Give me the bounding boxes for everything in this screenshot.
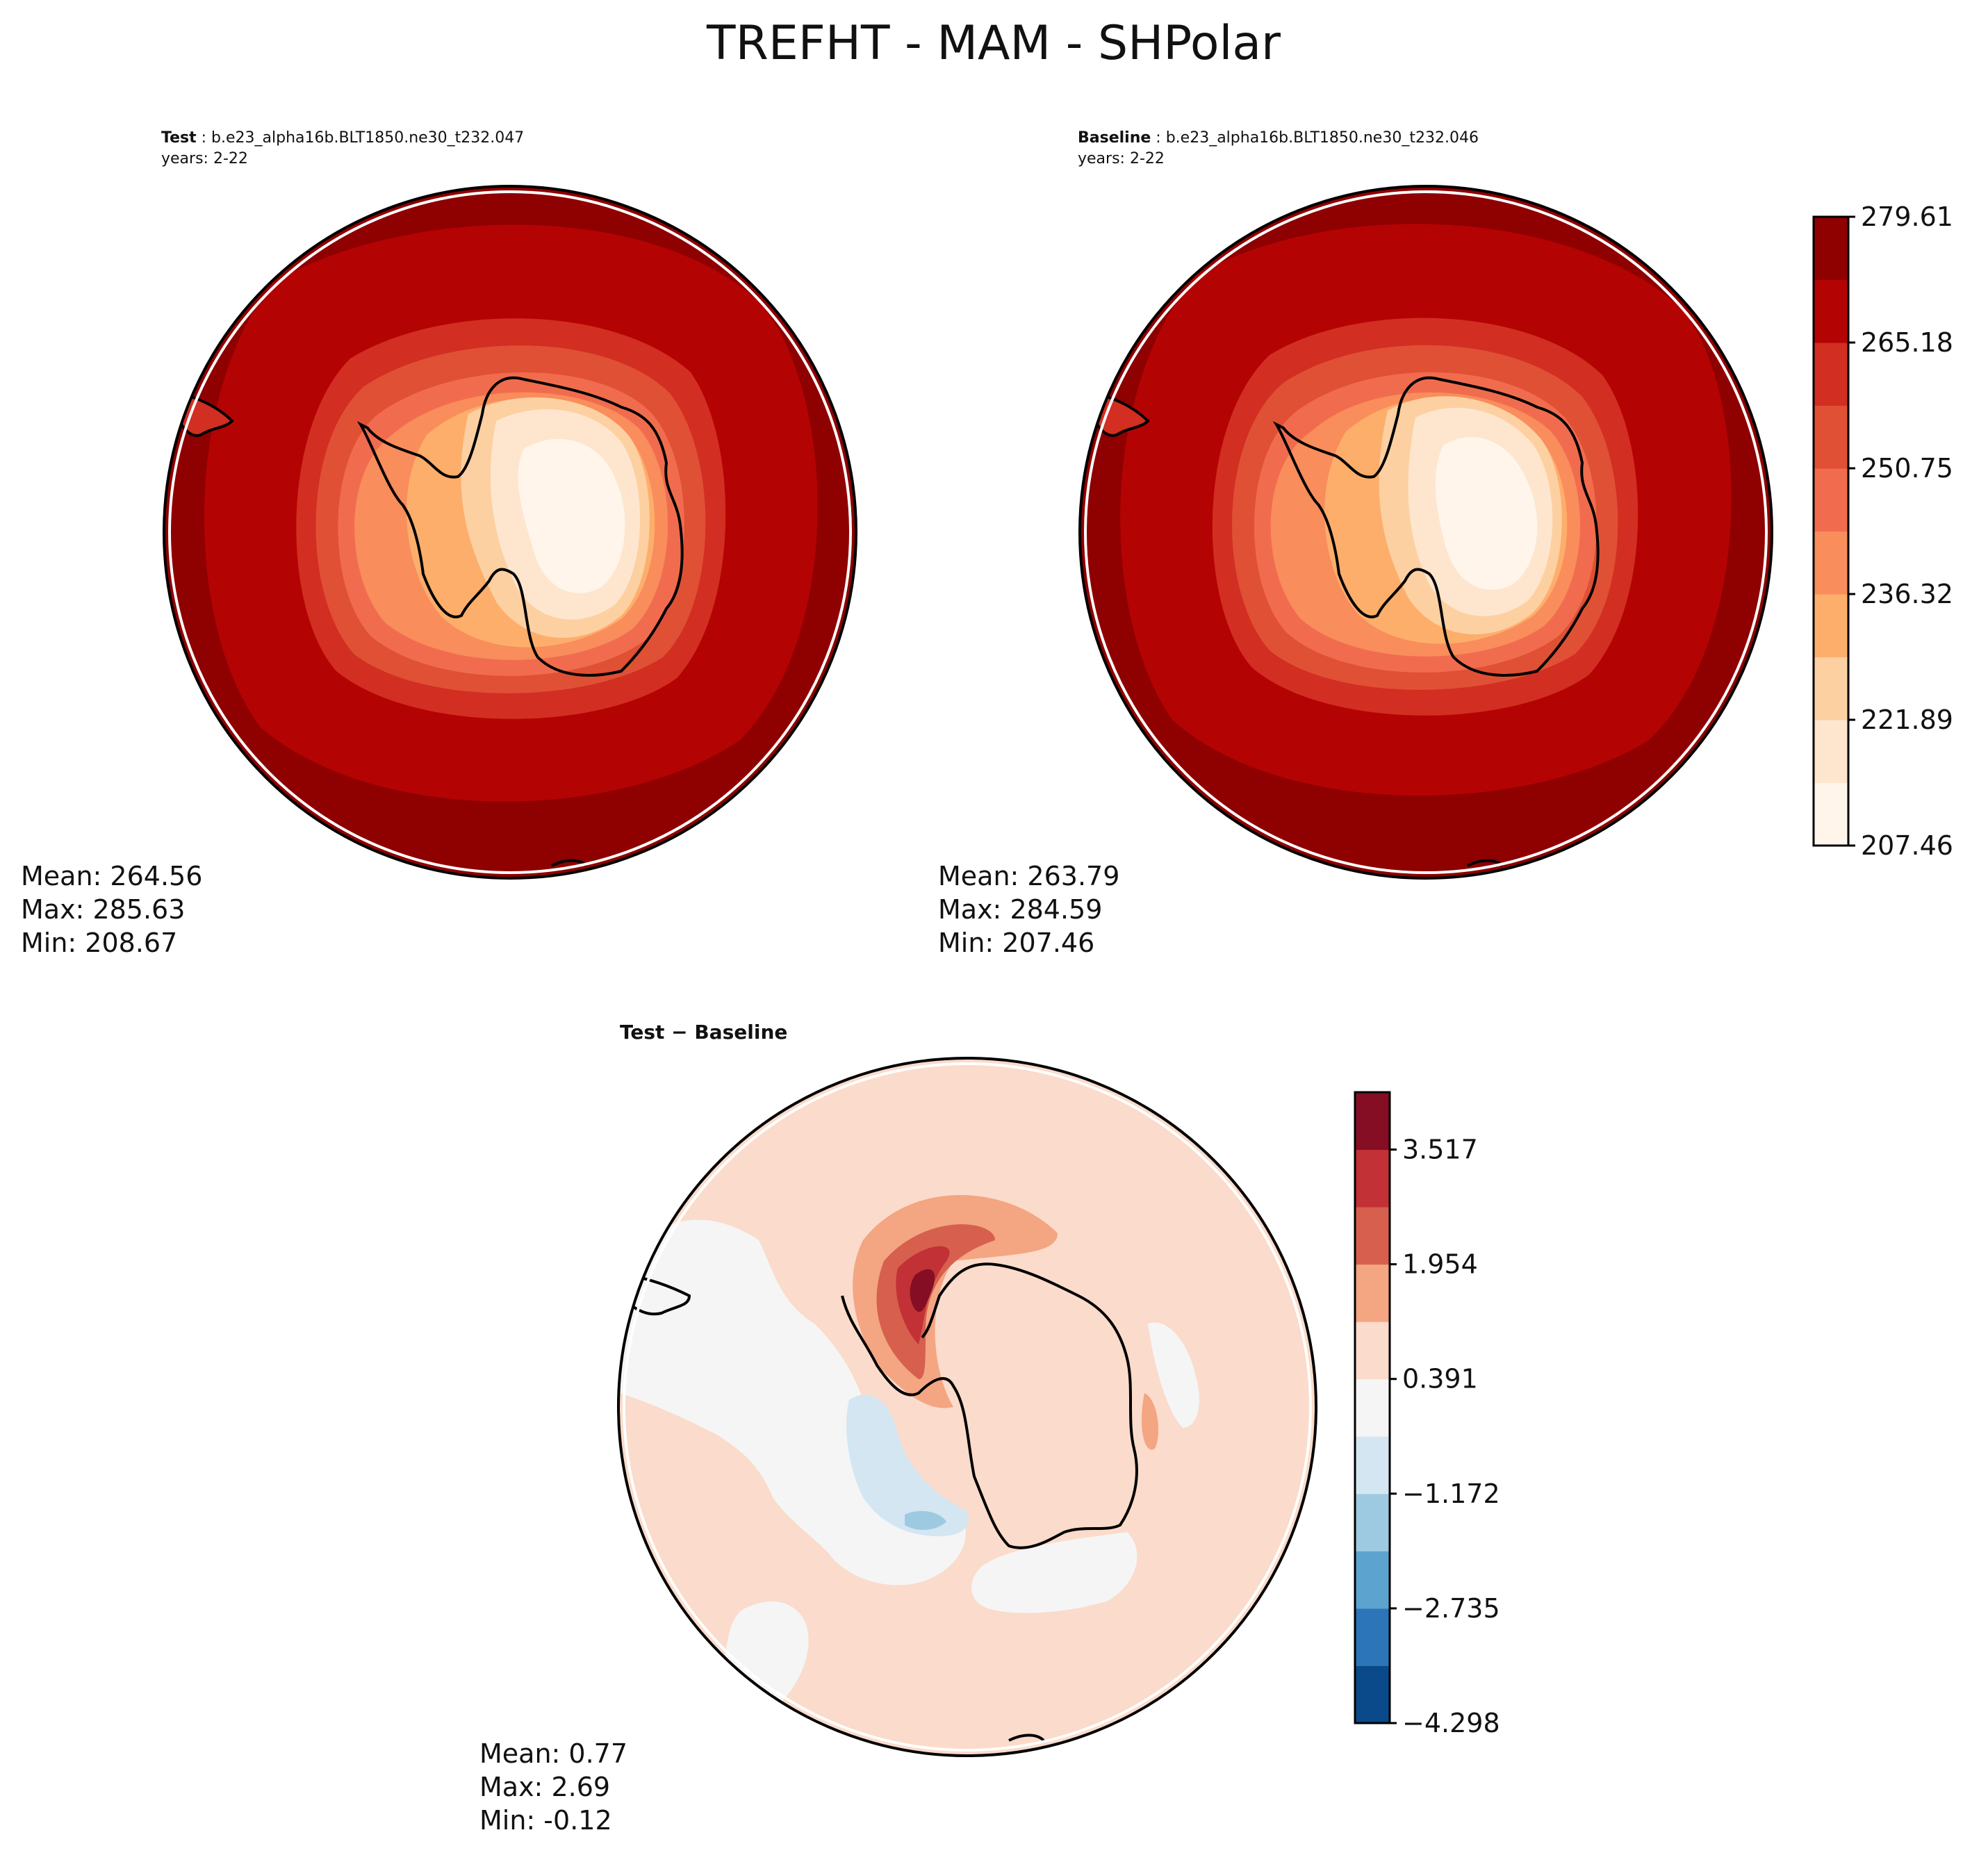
diff-neutral-region-east xyxy=(1148,1322,1199,1428)
baseline-max: Max: 284.59 xyxy=(938,894,1102,925)
colorbar-diff-swatch xyxy=(1355,1207,1390,1265)
figure-title: TREFHT - MAM - SHPolar xyxy=(706,16,1281,71)
colorbar-main-swatch xyxy=(1814,343,1848,406)
colorbar-diff-tick-label: 3.517 xyxy=(1402,1135,1478,1165)
diff-map-border xyxy=(617,1057,1317,1757)
colorbar-main-swatch xyxy=(1814,468,1848,532)
colorbar-main-tick-label: 221.89 xyxy=(1861,705,1953,735)
baseline-panel-header: Baseline : b.e23_alpha16b.BLT1850.ne30_t… xyxy=(1078,129,1479,147)
test-case-name: b.e23_alpha16b.BLT1850.ne30_t232.047 xyxy=(211,129,524,147)
colorbar-main-tick-label: 236.32 xyxy=(1861,579,1953,609)
baseline-label: Baseline xyxy=(1078,129,1151,147)
colorbar-diff-swatch xyxy=(1355,1092,1390,1151)
colorbar-diff-swatch xyxy=(1355,1551,1390,1609)
colorbar-diff-swatch xyxy=(1355,1436,1390,1494)
test-panel-header: Test : b.e23_alpha16b.BLT1850.ne30_t232.… xyxy=(161,129,524,147)
colorbar-diff-tick-label: 1.954 xyxy=(1402,1249,1478,1280)
diff-cool-region xyxy=(846,1394,969,1537)
colorbar-diff-swatch xyxy=(1355,1493,1390,1551)
test-contour-214 xyxy=(518,438,625,593)
diff-mean: Mean: 0.77 xyxy=(479,1738,627,1769)
test-max: Max: 285.63 xyxy=(21,894,185,925)
baseline-case-name: b.e23_alpha16b.BLT1850.ne30_t232.046 xyxy=(1166,129,1479,147)
test-map-border xyxy=(163,185,857,880)
colorbar-main-swatch xyxy=(1814,720,1848,783)
diff-neutral-region-south xyxy=(971,1532,1137,1613)
colorbar-main-tick-label: 279.61 xyxy=(1861,201,1953,232)
test-label: Test xyxy=(161,129,197,147)
colorbar-diff-swatch xyxy=(1355,1378,1390,1437)
colorbar-main-tick-label: 207.46 xyxy=(1861,830,1953,861)
colorbar-main-swatch xyxy=(1814,782,1848,846)
colorbar-main-swatch xyxy=(1814,279,1848,343)
baseline-panel: Baseline : b.e23_alpha16b.BLT1850.ne30_t… xyxy=(938,129,1773,958)
colorbar-main-tick-label: 265.18 xyxy=(1861,327,1953,358)
test-map xyxy=(164,186,856,878)
colorbar-diff-swatch xyxy=(1355,1321,1390,1380)
colorbar-diff: −4.298 −2.735 −1.172 0.391 1.954 3.517 xyxy=(1354,1091,1500,1738)
diff-max: Max: 2.69 xyxy=(479,1772,610,1802)
test-min: Min: 208.67 xyxy=(21,928,177,958)
colorbar-main-swatch xyxy=(1814,594,1848,657)
colorbar-diff-tick-label: 0.391 xyxy=(1402,1364,1478,1394)
colorbar-diff-tick-label: −2.735 xyxy=(1402,1593,1500,1624)
colorbar-diff-tick-label: −1.172 xyxy=(1402,1479,1500,1509)
diff-warm-peak xyxy=(910,1269,935,1312)
colorbar-main-border xyxy=(1812,215,1850,847)
diff-warm-band-east xyxy=(1141,1393,1158,1450)
colorbar-diff-swatch xyxy=(1355,1264,1390,1322)
colorbar-diff-tick-label: −4.298 xyxy=(1402,1708,1500,1738)
baseline-years: years: 2-22 xyxy=(1078,150,1165,167)
diff-min: Min: -0.12 xyxy=(479,1805,612,1836)
colorbar-diff-swatch xyxy=(1355,1665,1390,1724)
colorbar-diff-border xyxy=(1354,1091,1391,1724)
baseline-mean: Mean: 263.79 xyxy=(938,861,1119,891)
test-panel: Test : b.e23_alpha16b.BLT1850.ne30_t232.… xyxy=(21,129,857,958)
diff-cool-core xyxy=(905,1510,946,1530)
colorbar-main-swatch xyxy=(1814,217,1848,280)
baseline-contour-214 xyxy=(1435,437,1538,590)
diff-panel: Test − Baseline Mean: 0.77 xyxy=(479,1021,1317,1836)
colorbar-main-swatch xyxy=(1814,657,1848,720)
test-years: years: 2-22 xyxy=(161,150,248,167)
colorbar-main-swatch xyxy=(1814,531,1848,595)
colorbar-diff-swatch xyxy=(1355,1608,1390,1666)
baseline-map xyxy=(1080,186,1772,878)
baseline-min: Min: 207.46 xyxy=(938,928,1094,958)
colorbar-diff-swatch xyxy=(1355,1149,1390,1208)
colorbar-main-swatch xyxy=(1814,405,1848,469)
colorbar-main-tick-label: 250.75 xyxy=(1861,453,1953,484)
test-mean: Mean: 264.56 xyxy=(21,861,202,891)
diff-map xyxy=(618,1058,1316,1756)
colorbar-main: 207.46 221.89 236.32 250.75 265.18 279.61 xyxy=(1812,201,1953,861)
diff-panel-title: Test − Baseline xyxy=(620,1021,787,1044)
baseline-map-border xyxy=(1078,185,1773,880)
